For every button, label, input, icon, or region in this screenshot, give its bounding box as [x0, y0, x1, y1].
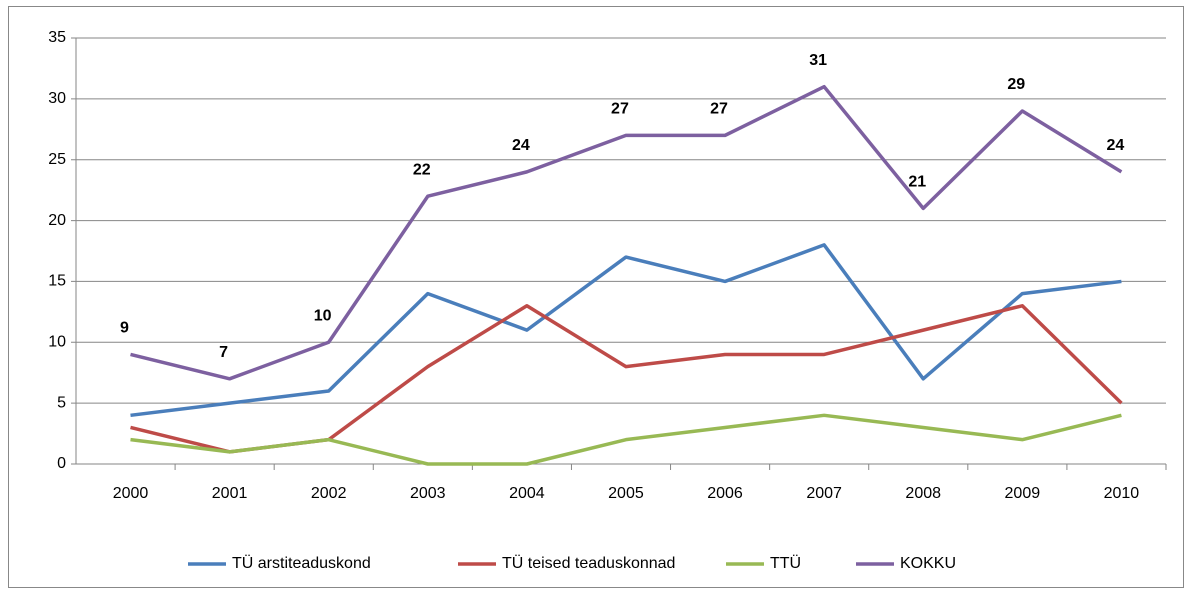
- x-tick-label: 2002: [311, 485, 347, 502]
- y-tick-label: 15: [48, 273, 66, 290]
- x-tick-label: 2008: [905, 485, 941, 502]
- data-label: 24: [1107, 137, 1125, 154]
- data-label: 21: [908, 174, 926, 191]
- data-label: 9: [120, 320, 129, 337]
- x-tick-label: 2000: [113, 485, 149, 502]
- legend-label: KOKKU: [900, 555, 956, 572]
- y-tick-label: 30: [48, 90, 66, 107]
- data-label: 27: [710, 101, 728, 118]
- x-tick-label: 2005: [608, 485, 644, 502]
- data-label: 22: [413, 161, 431, 178]
- legend-label: TÜ arstiteaduskond: [232, 554, 371, 572]
- x-tick-label: 2004: [509, 485, 545, 502]
- x-tick-label: 2010: [1104, 485, 1140, 502]
- data-label: 31: [809, 52, 827, 69]
- x-tick-label: 2003: [410, 485, 446, 502]
- y-tick-label: 35: [48, 29, 66, 46]
- series-line: [130, 84, 1123, 381]
- data-label: 10: [314, 308, 332, 325]
- data-label: 29: [1007, 76, 1025, 93]
- chart-border: [8, 6, 1184, 588]
- y-tick-label: 25: [48, 151, 66, 168]
- x-tick-label: 2009: [1005, 485, 1041, 502]
- y-tick-label: 20: [48, 212, 66, 229]
- x-tick-label: 2007: [806, 485, 842, 502]
- y-tick-label: 5: [57, 394, 66, 411]
- y-tick-label: 10: [48, 334, 66, 351]
- legend-label: TÜ teised teaduskonnad: [502, 554, 675, 572]
- data-label: 7: [219, 344, 228, 361]
- x-tick-label: 2006: [707, 485, 743, 502]
- x-tick-label: 2001: [212, 485, 248, 502]
- y-tick-label: 0: [57, 455, 66, 472]
- legend-label: TTÜ: [770, 554, 801, 572]
- series-line: [130, 413, 1122, 466]
- data-label: 27: [611, 101, 629, 118]
- series-line: [130, 243, 1122, 418]
- data-label: 24: [512, 137, 530, 154]
